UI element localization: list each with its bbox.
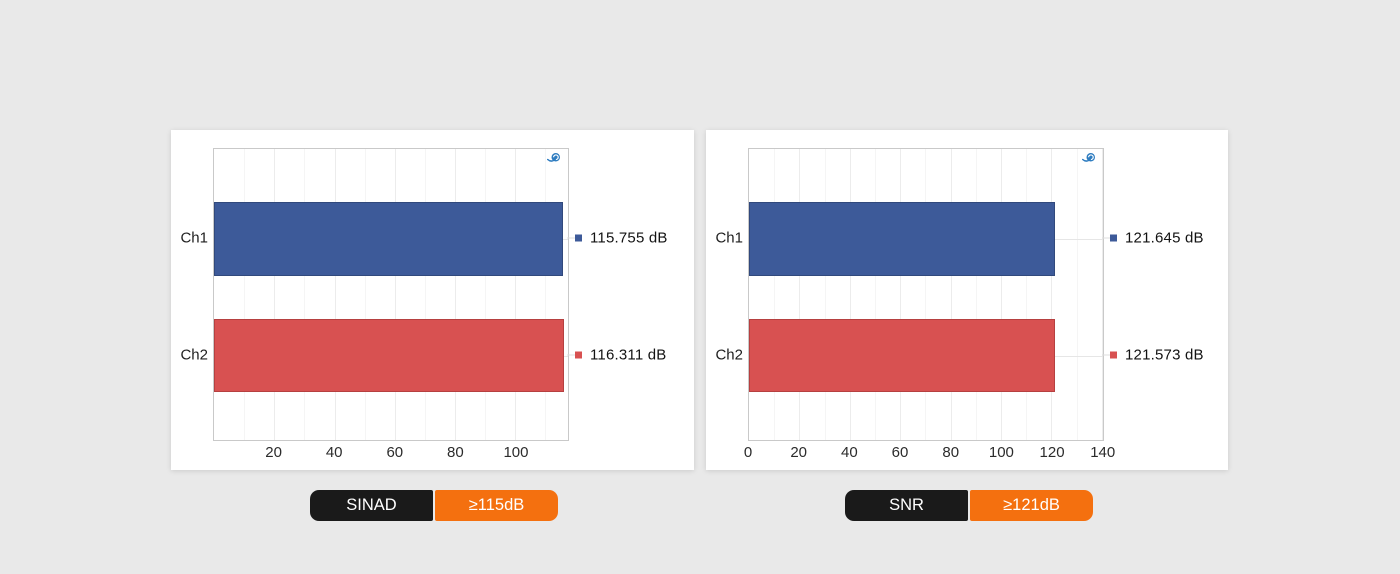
x-tick-label: 80	[942, 444, 960, 461]
gridline-major	[799, 149, 801, 440]
sinad-chart-card: Ch1 Ch2 20 40 60 80 100 115.755 dB 116.311 dB	[171, 130, 694, 470]
gridline-major	[394, 149, 396, 440]
gridline-minor	[304, 149, 306, 440]
value-label: 121.645 dB	[1125, 229, 1204, 247]
x-tick-label: 40	[325, 444, 343, 461]
x-tick-label: 80	[447, 444, 464, 461]
audio-precision-logo-icon	[1082, 152, 1096, 163]
gridline-major	[1000, 149, 1002, 440]
value-axis-tick-labels: 0 20 40 60 80 100 120 140	[744, 444, 1115, 464]
gridline-minor	[424, 149, 426, 440]
x-tick-label: 120	[1039, 444, 1065, 461]
gridline-major	[900, 149, 902, 440]
legend-connector-line	[567, 354, 578, 356]
gridline-major	[950, 149, 952, 440]
x-tick-label: 60	[386, 444, 404, 461]
gridline-minor	[925, 149, 927, 440]
snr-chart-card: Ch1 Ch2 0 20 40 60 80 100 120 140 121.645 dB 121.…	[706, 130, 1228, 470]
bar-layer	[214, 149, 568, 440]
gridline-major	[334, 149, 336, 440]
legend-marker-ch2	[575, 351, 582, 359]
value-readouts: 121.645 dB 121.573 dB	[1102, 148, 1229, 441]
gridline-minor	[975, 149, 977, 440]
gridline-minor	[774, 149, 776, 440]
gridline-minor	[364, 149, 366, 440]
x-tick-label: 100	[988, 444, 1014, 461]
gridline-minor	[485, 149, 487, 440]
legend-marker-ch2	[1110, 351, 1117, 359]
gridline-major	[1101, 149, 1103, 440]
legend-connector-line	[1102, 237, 1113, 239]
value-axis-tick-labels: 20 40 60 80 100	[213, 444, 569, 464]
bar-ch1	[749, 201, 1056, 276]
legend-connector-line	[1102, 354, 1113, 356]
x-tick-label: 20	[790, 444, 808, 461]
value-label: 115.755 dB	[590, 229, 668, 247]
bar-ch2	[749, 318, 1056, 393]
sinad-spec-badge-group: SINAD ≥115dB	[310, 490, 558, 521]
bar-ch2	[214, 318, 565, 393]
x-tick-label: 0	[743, 444, 753, 461]
bar-layer	[749, 149, 1103, 440]
metric-name-badge: SNR	[845, 490, 968, 521]
gridline-major	[1051, 149, 1053, 440]
x-tick-label: 60	[891, 444, 909, 461]
gridline-major	[849, 149, 851, 440]
gridline-minor	[824, 149, 826, 440]
legend-marker-ch1	[1110, 234, 1117, 242]
gridline-minor	[244, 149, 246, 440]
audio-precision-logo-icon	[547, 152, 561, 163]
x-tick-label: 140	[1090, 444, 1116, 461]
gridline-minor	[1076, 149, 1078, 440]
gridline-major	[515, 149, 517, 440]
sinad-plot-area	[213, 148, 569, 441]
spec-limit-badge: ≥121dB	[970, 490, 1093, 521]
category-axis-labels: Ch1 Ch2	[171, 148, 208, 441]
bar-ch1	[214, 201, 563, 276]
value-label: 121.573 dB	[1125, 346, 1204, 364]
x-tick-label: 100	[503, 444, 529, 461]
category-label: Ch1	[180, 229, 208, 247]
x-tick-label: 20	[265, 444, 282, 461]
category-label: Ch1	[715, 229, 743, 247]
category-label: Ch2	[715, 346, 743, 364]
gridline-major	[274, 149, 276, 440]
gridline-minor	[545, 149, 547, 440]
gridline-major	[455, 149, 457, 440]
value-label: 116.311 dB	[590, 346, 667, 364]
category-label: Ch2	[180, 346, 208, 364]
legend-marker-ch1	[575, 234, 582, 242]
spec-limit-badge: ≥115dB	[435, 490, 558, 521]
snr-plot-area	[748, 148, 1104, 441]
snr-spec-badge-group: SNR ≥121dB	[845, 490, 1093, 521]
value-readouts: 115.755 dB 116.311 dB	[567, 148, 694, 441]
x-tick-label: 40	[841, 444, 858, 461]
category-axis-labels: Ch1 Ch2	[706, 148, 743, 441]
legend-connector-line	[567, 237, 578, 239]
gridline-minor	[1026, 149, 1028, 440]
metric-name-badge: SINAD	[310, 490, 433, 521]
gridline-minor	[874, 149, 876, 440]
